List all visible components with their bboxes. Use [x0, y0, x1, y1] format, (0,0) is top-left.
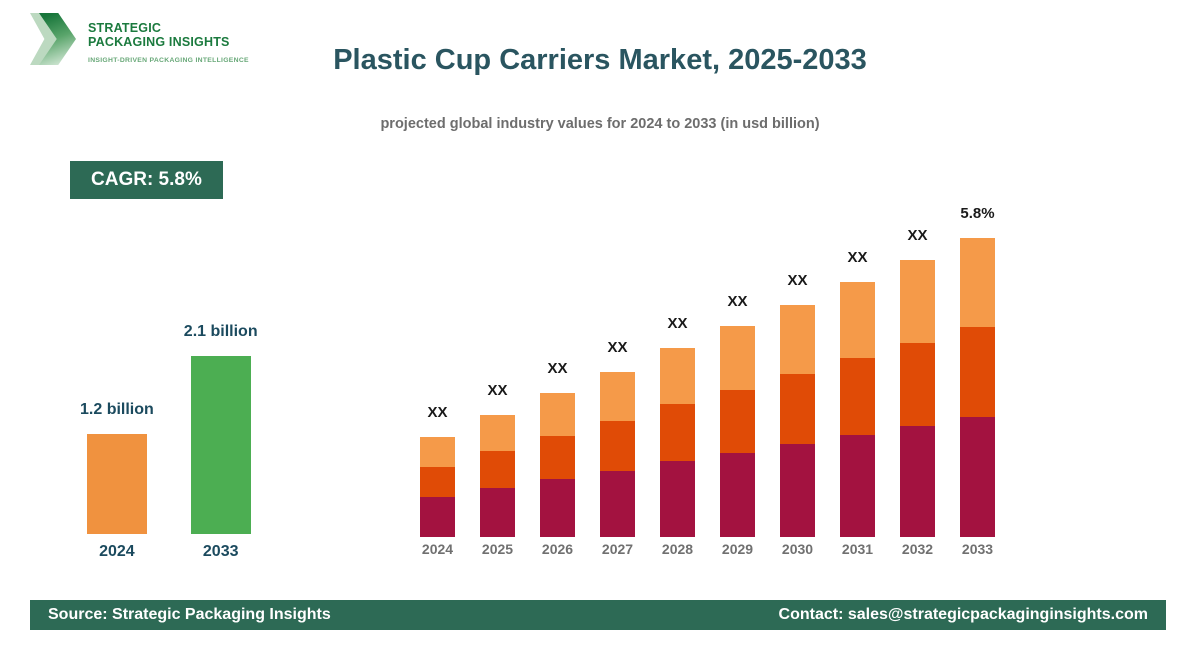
- bar-value-label: XX: [427, 404, 448, 421]
- page-subtitle: projected global industry values for 202…: [380, 116, 820, 132]
- stacked-bar-2028: [660, 348, 695, 537]
- stacked-bar-column-2025: XX 2025: [480, 382, 515, 557]
- bar-value-label: 2.1 billion: [183, 323, 258, 340]
- footer-source: Source: Strategic Packaging Insights: [48, 606, 331, 623]
- category-label: 2024: [421, 541, 454, 557]
- mini-chart-column-2024: 1.2 billion 2024: [80, 401, 154, 561]
- stacked-bar-2031: [840, 282, 875, 537]
- bar-segment-middle: [900, 343, 935, 426]
- bar-segment-top: [900, 260, 935, 343]
- page-title: Plastic Cup Carriers Market, 2025-2033: [333, 44, 867, 76]
- mini-comparison-chart: 1.2 billion 2024 2.1 billion 2033: [80, 323, 258, 561]
- bar-segment-middle: [420, 467, 455, 497]
- bar-segment-top: [660, 348, 695, 404]
- bar-segment-middle: [720, 390, 755, 453]
- bar-segment-top: [720, 326, 755, 390]
- bar-segment-top: [420, 437, 455, 467]
- bar-segment-bottom: [840, 435, 875, 537]
- stacked-bar-column-2033: 5.8% 2033: [960, 205, 995, 557]
- double-chevron-right-icon: [30, 13, 76, 65]
- stacked-bar-column-2029: XX 2029: [720, 293, 755, 557]
- category-label: 2027: [601, 541, 634, 557]
- logo-text-block: STRATEGIC PACKAGING INSIGHTS INSIGHT-DRI…: [88, 13, 249, 64]
- cagr-badge: CAGR: 5.8%: [70, 161, 223, 199]
- bar-segment-bottom: [660, 461, 695, 537]
- stacked-bar-2027: [600, 372, 635, 537]
- bar-segment-bottom: [960, 417, 995, 537]
- mini-chart-column-2033: 2.1 billion 2033: [184, 323, 258, 561]
- stacked-bar-2025: [480, 415, 515, 537]
- stacked-bar-chart: XX 2024 XX 2025 XX 2026 XX 2027 XX 2028 XX 2029 XX 20…: [420, 205, 995, 557]
- bar-segment-top: [600, 372, 635, 421]
- bar-segment-top: [840, 282, 875, 358]
- stacked-bar-2032: [900, 260, 935, 537]
- bar-value-label: XX: [847, 249, 868, 266]
- bar-value-label: 5.8%: [960, 205, 995, 222]
- bar-segment-bottom: [540, 479, 575, 537]
- bar-segment-bottom: [480, 488, 515, 537]
- bar-value-label: XX: [607, 339, 628, 356]
- category-label: 2026: [541, 541, 574, 557]
- bar-value-label: 1.2 billion: [80, 401, 154, 418]
- bar-segment-bottom: [600, 471, 635, 537]
- category-label: 2033: [202, 543, 239, 560]
- category-label: 2025: [481, 541, 514, 557]
- bar-segment-middle: [660, 404, 695, 461]
- bar-value-label: XX: [727, 293, 748, 310]
- bar-segment-top: [480, 415, 515, 451]
- bar-segment-bottom: [780, 444, 815, 537]
- bar-segment-top: [540, 393, 575, 436]
- stacked-bar-2026: [540, 393, 575, 537]
- bar-segment-bottom: [420, 497, 455, 537]
- category-label: 2030: [781, 541, 814, 557]
- logo-line1: STRATEGIC: [88, 21, 162, 35]
- footer-bar: Source: Strategic Packaging Insights Con…: [30, 600, 1166, 630]
- bar-segment-top: [960, 238, 995, 327]
- stacked-bar-column-2027: XX 2027: [600, 339, 635, 557]
- category-label: 2033: [961, 541, 994, 557]
- stacked-bar-column-2026: XX 2026: [540, 360, 575, 557]
- bar-segment-middle: [960, 327, 995, 417]
- stacked-bar-column-2028: XX 2028: [660, 315, 695, 557]
- category-label: 2031: [841, 541, 874, 557]
- logo-tagline: INSIGHT-DRIVEN PACKAGING INTELLIGENCE: [88, 56, 249, 64]
- stacked-bar-2030: [780, 305, 815, 537]
- category-label: 2032: [901, 541, 934, 557]
- category-label: 2028: [661, 541, 694, 557]
- bar-value-label: XX: [787, 272, 808, 289]
- bar-segment-middle: [600, 421, 635, 471]
- bar-segment-middle: [480, 451, 515, 488]
- bar-segment-bottom: [900, 426, 935, 537]
- brand-logo: STRATEGIC PACKAGING INSIGHTS INSIGHT-DRI…: [30, 13, 249, 65]
- stacked-bar-column-2032: XX 2032: [900, 227, 935, 557]
- stacked-bar-2024: [420, 437, 455, 537]
- category-label: 2024: [99, 543, 135, 560]
- stacked-bar-2033: [960, 238, 995, 537]
- bar-2033: [190, 356, 251, 534]
- bar-segment-middle: [540, 436, 575, 479]
- bar-segment-top: [780, 305, 815, 374]
- bar-value-label: XX: [547, 360, 568, 377]
- bar-segment-middle: [840, 358, 875, 435]
- stacked-bar-2029: [720, 326, 755, 537]
- logo-line2: PACKAGING INSIGHTS: [88, 34, 230, 49]
- bar-value-label: XX: [907, 227, 928, 244]
- stacked-bar-column-2030: XX 2030: [780, 272, 815, 557]
- bar-value-label: XX: [487, 382, 508, 399]
- bar-segment-middle: [780, 374, 815, 444]
- stacked-bar-column-2024: XX 2024: [420, 404, 455, 557]
- category-label: 2029: [721, 541, 754, 557]
- stacked-bar-column-2031: XX 2031: [840, 249, 875, 557]
- bar-2024: [86, 434, 147, 534]
- bar-value-label: XX: [667, 315, 688, 332]
- footer-contact: Contact: sales@strategicpackaginginsight…: [778, 606, 1148, 623]
- bar-segment-bottom: [720, 453, 755, 537]
